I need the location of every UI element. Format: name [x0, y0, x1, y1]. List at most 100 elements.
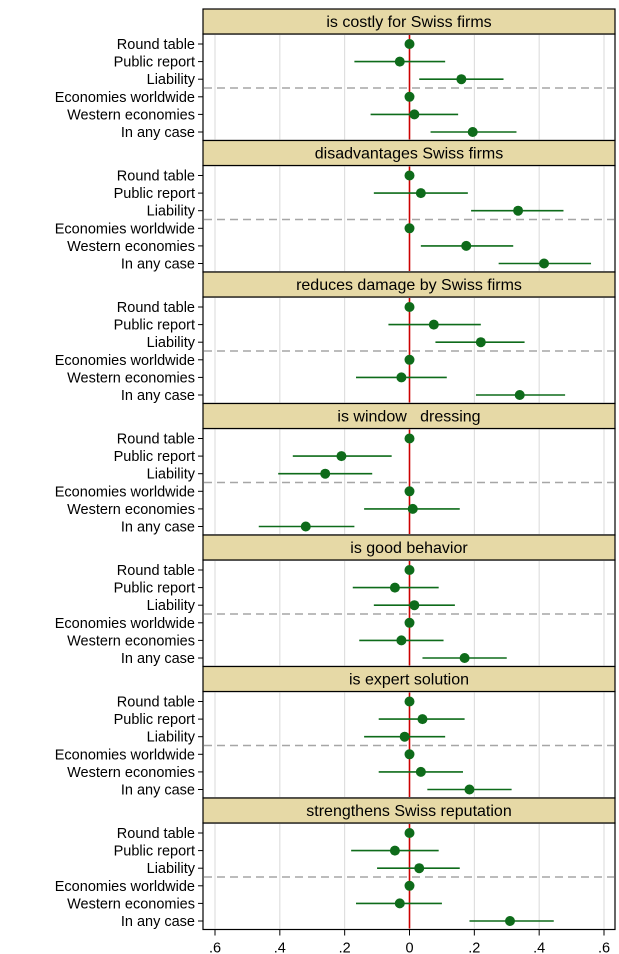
- estimate-point: [415, 766, 426, 777]
- row-label: Liability: [147, 598, 196, 614]
- row-label: Public report: [114, 186, 195, 202]
- estimate-point: [404, 302, 415, 312]
- row-label: In any case: [121, 257, 195, 273]
- panel-strip: [202, 139, 616, 167]
- row-label: Economies worldwide: [55, 221, 195, 237]
- estimate-point: [414, 863, 425, 874]
- estimate-point: [399, 731, 410, 742]
- row-label: Western economies: [67, 765, 195, 781]
- estimate-point: [415, 188, 426, 199]
- estimate-point: [404, 223, 415, 234]
- estimate-point: [459, 653, 470, 663]
- estimate-point: [389, 845, 400, 856]
- row-label: In any case: [121, 125, 195, 141]
- estimate-point: [396, 635, 407, 646]
- estimate-point: [404, 749, 415, 760]
- row-label: Public report: [114, 449, 195, 465]
- estimate-point: [300, 521, 311, 532]
- estimate-point: [513, 205, 524, 216]
- estimate-point: [464, 784, 475, 795]
- x-tick-label: .4: [533, 941, 545, 954]
- row-label: Liability: [147, 335, 196, 351]
- row-label: Liability: [147, 861, 196, 877]
- row-label: Public report: [114, 318, 195, 334]
- row-label: Economies worldwide: [55, 879, 195, 895]
- estimate-point: [504, 916, 515, 926]
- estimate-point: [404, 39, 415, 49]
- panel-title: disadvantages Swiss firms: [315, 146, 504, 163]
- panel-strip: [202, 534, 616, 561]
- estimate-point: [475, 337, 486, 348]
- panel-title: is window dressing: [337, 409, 480, 426]
- row-label: In any case: [121, 520, 195, 536]
- x-tick-label: .4: [274, 941, 286, 954]
- estimate-point: [404, 696, 415, 707]
- panel-strip: [202, 402, 616, 430]
- estimate-point: [404, 91, 415, 102]
- estimate-point: [404, 565, 415, 575]
- estimate-point: [404, 170, 415, 181]
- row-label: Liability: [147, 730, 196, 746]
- estimate-point: [336, 451, 347, 462]
- estimate-point: [404, 828, 415, 838]
- row-label: Western economies: [67, 896, 195, 912]
- row-label: Economies worldwide: [55, 484, 195, 500]
- estimate-point: [320, 468, 331, 479]
- x-tick-label: .6: [598, 941, 610, 954]
- panel-strip: [202, 797, 616, 824]
- x-tick-label: 0: [405, 941, 413, 954]
- estimate-point: [404, 354, 415, 365]
- estimate-point: [417, 714, 428, 725]
- x-tick-label: .2: [339, 941, 351, 954]
- row-label: Round table: [117, 300, 195, 316]
- estimate-point: [409, 109, 420, 120]
- row-label: Liability: [147, 72, 196, 88]
- row-label: Economies worldwide: [55, 616, 195, 632]
- panel-title: is good behavior: [350, 540, 468, 557]
- row-label: Western economies: [67, 633, 195, 649]
- estimate-point: [404, 433, 415, 444]
- row-label: In any case: [121, 783, 195, 799]
- estimate-point: [514, 390, 525, 400]
- row-label: Round table: [117, 169, 195, 185]
- row-label: In any case: [121, 651, 195, 667]
- row-label: Round table: [117, 37, 195, 53]
- row-label: Western economies: [67, 502, 195, 518]
- estimate-point: [409, 600, 420, 611]
- row-label: In any case: [121, 388, 195, 404]
- panel-strip: [202, 271, 616, 298]
- row-label: Round table: [117, 432, 195, 448]
- row-label: Liability: [147, 467, 196, 483]
- row-label: Public report: [114, 55, 195, 71]
- panel-title: is costly for Swiss firms: [326, 14, 491, 31]
- panel-title: strengthens Swiss reputation: [306, 803, 511, 820]
- row-label: Public report: [114, 844, 195, 860]
- row-label: Round table: [117, 563, 195, 579]
- row-label: In any case: [121, 914, 195, 930]
- row-label: Public report: [114, 712, 195, 728]
- row-label: Liability: [147, 204, 196, 220]
- panel-title: is expert solution: [349, 672, 469, 689]
- estimate-point: [404, 486, 415, 497]
- row-label: Public report: [114, 581, 195, 597]
- panel-title: reduces damage by Swiss firms: [296, 277, 522, 294]
- estimate-point: [461, 240, 472, 251]
- estimate-point: [404, 617, 415, 628]
- x-tick-label: .2: [468, 941, 480, 954]
- row-label: Economies worldwide: [55, 353, 195, 369]
- estimate-point: [394, 898, 405, 909]
- row-label: Western economies: [67, 107, 195, 123]
- row-label: Economies worldwide: [55, 90, 195, 106]
- panel-strip: [202, 665, 616, 693]
- row-label: Economies worldwide: [55, 747, 195, 763]
- row-label: Western economies: [67, 370, 195, 386]
- row-label: Round table: [117, 826, 195, 842]
- x-tick-label: .6: [209, 941, 221, 954]
- estimate-point: [539, 258, 550, 269]
- estimate-point: [407, 503, 418, 514]
- estimate-point: [467, 127, 478, 137]
- estimate-point: [428, 319, 439, 330]
- estimate-point: [394, 56, 405, 67]
- estimate-point: [456, 74, 467, 85]
